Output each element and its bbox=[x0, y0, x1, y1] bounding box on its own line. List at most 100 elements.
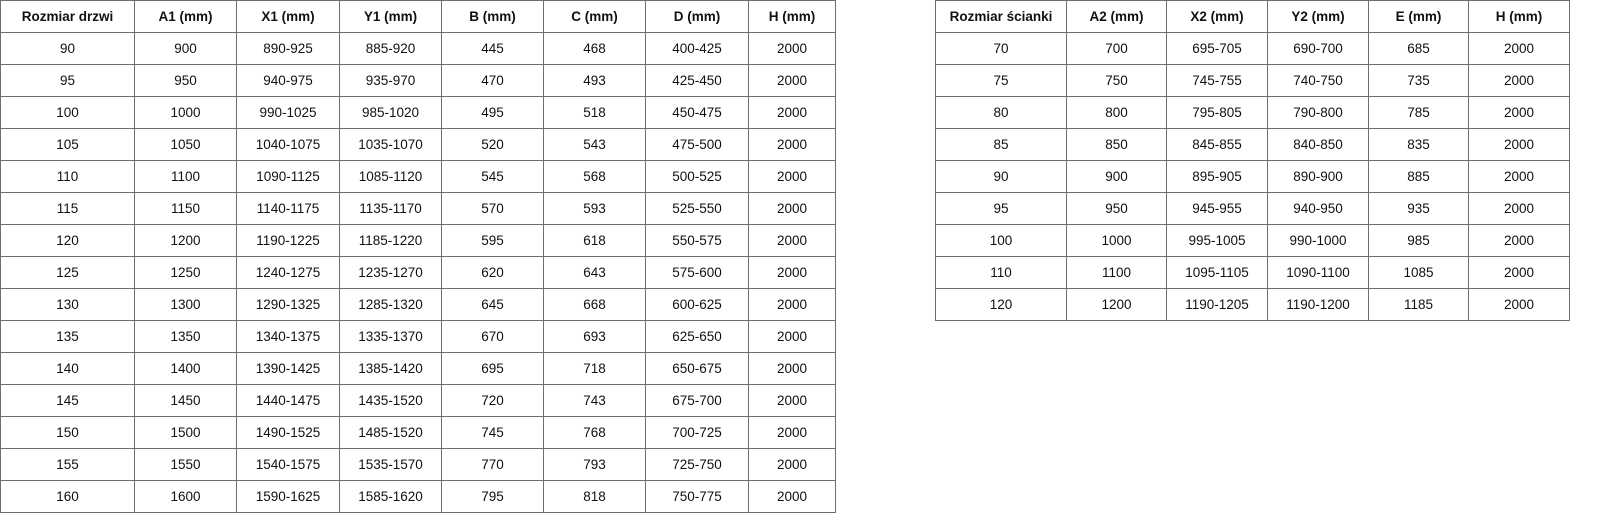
table-cell: 468 bbox=[543, 32, 646, 65]
table-cell: 743 bbox=[543, 384, 646, 417]
table-cell: 1035-1070 bbox=[339, 128, 442, 161]
table-cell: 2000 bbox=[748, 320, 836, 353]
table-cell: 695 bbox=[441, 352, 544, 385]
table-cell: 110 bbox=[0, 160, 135, 193]
table-cell: 518 bbox=[543, 96, 646, 129]
table-cell: 95 bbox=[935, 192, 1067, 225]
table-cell: 768 bbox=[543, 416, 646, 449]
table-cell: 470 bbox=[441, 64, 544, 97]
table-row: 95 950 945-955 940-950 935 2000 bbox=[935, 192, 1570, 225]
table-cell: 475-500 bbox=[645, 128, 749, 161]
table-row: 140 1400 1390-1425 1385-1420 695 718 650-675 20… bbox=[0, 352, 836, 385]
table-cell: 770 bbox=[441, 448, 544, 481]
table-cell: 985 bbox=[1368, 224, 1469, 257]
table-cell: 1435-1520 bbox=[339, 384, 442, 417]
table-cell: 1150 bbox=[134, 192, 237, 225]
table-cell: 2000 bbox=[748, 448, 836, 481]
table-row: 110 1100 1090-1125 1085-1120 545 568 500-525 20… bbox=[0, 160, 836, 193]
table-cell: 1095-1105 bbox=[1166, 256, 1268, 289]
column-header: H (mm) bbox=[748, 0, 836, 33]
table-cell: 1400 bbox=[134, 352, 237, 385]
table-cell: 845-855 bbox=[1166, 128, 1268, 161]
column-header: Rozmiar drzwi bbox=[0, 0, 135, 33]
table-cell: 2000 bbox=[748, 352, 836, 385]
table-cell: 593 bbox=[543, 192, 646, 225]
table-row: 160 1600 1590-1625 1585-1620 795 818 750-775 20… bbox=[0, 480, 836, 513]
table-cell: 543 bbox=[543, 128, 646, 161]
table-cell: 1000 bbox=[134, 96, 237, 129]
table-cell: 140 bbox=[0, 352, 135, 385]
table-cell: 1290-1325 bbox=[236, 288, 340, 321]
table-cell: 80 bbox=[935, 96, 1067, 129]
table-row: 75 750 745-755 740-750 735 2000 bbox=[935, 64, 1570, 97]
table-cell: 795-805 bbox=[1166, 96, 1268, 129]
table-cell: 570 bbox=[441, 192, 544, 225]
table-cell: 1100 bbox=[1066, 256, 1167, 289]
table-cell: 2000 bbox=[748, 256, 836, 289]
table-cell: 445 bbox=[441, 32, 544, 65]
table-cell: 735 bbox=[1368, 64, 1469, 97]
column-header: Y1 (mm) bbox=[339, 0, 442, 33]
column-header: A2 (mm) bbox=[1066, 0, 1167, 33]
table-row: 90 900 895-905 890-900 885 2000 bbox=[935, 160, 1570, 193]
table-cell: 750-775 bbox=[645, 480, 749, 513]
table-cell: 110 bbox=[935, 256, 1067, 289]
table-cell: 90 bbox=[935, 160, 1067, 193]
table-cell: 718 bbox=[543, 352, 646, 385]
table-cell: 115 bbox=[0, 192, 135, 225]
column-header: A1 (mm) bbox=[134, 0, 237, 33]
table-cell: 690-700 bbox=[1267, 32, 1369, 65]
table-cell: 1190-1200 bbox=[1267, 288, 1369, 321]
table-cell: 493 bbox=[543, 64, 646, 97]
column-header: Rozmiar ścianki bbox=[935, 0, 1067, 33]
table-row: 135 1350 1340-1375 1335-1370 670 693 625-650 20… bbox=[0, 320, 836, 353]
table-cell: 2000 bbox=[748, 64, 836, 97]
table-cell: 450-475 bbox=[645, 96, 749, 129]
table-row: 115 1150 1140-1175 1135-1170 570 593 525-550 20… bbox=[0, 192, 836, 225]
table-cell: 890-925 bbox=[236, 32, 340, 65]
table-cell: 1190-1225 bbox=[236, 224, 340, 257]
table-cell: 840-850 bbox=[1267, 128, 1369, 161]
table-cell: 130 bbox=[0, 288, 135, 321]
table-cell: 1590-1625 bbox=[236, 480, 340, 513]
table-cell: 793 bbox=[543, 448, 646, 481]
table-cell: 500-525 bbox=[645, 160, 749, 193]
column-header: Y2 (mm) bbox=[1267, 0, 1369, 33]
column-header: X2 (mm) bbox=[1166, 0, 1268, 33]
table-cell: 2000 bbox=[748, 160, 836, 193]
table-cell: 990-1000 bbox=[1267, 224, 1369, 257]
table-cell: 125 bbox=[0, 256, 135, 289]
table-cell: 545 bbox=[441, 160, 544, 193]
table-cell: 645 bbox=[441, 288, 544, 321]
table-cell: 595 bbox=[441, 224, 544, 257]
table-cell: 425-450 bbox=[645, 64, 749, 97]
table-cell: 1190-1205 bbox=[1166, 288, 1268, 321]
table-cell: 1500 bbox=[134, 416, 237, 449]
table-row: 155 1550 1540-1575 1535-1570 770 793 725-750 20… bbox=[0, 448, 836, 481]
table-row: 100 1000 990-1025 985-1020 495 518 450-475 2000 bbox=[0, 96, 836, 129]
table-cell: 1450 bbox=[134, 384, 237, 417]
table-cell: 990-1025 bbox=[236, 96, 340, 129]
door-size-table: Rozmiar drzwi A1 (mm) X1 (mm) Y1 (mm) B (mm)… bbox=[0, 0, 836, 513]
table-cell: 818 bbox=[543, 480, 646, 513]
table-cell: 400-425 bbox=[645, 32, 749, 65]
table-cell: 100 bbox=[0, 96, 135, 129]
table-cell: 720 bbox=[441, 384, 544, 417]
table-cell: 895-905 bbox=[1166, 160, 1268, 193]
table-cell: 835 bbox=[1368, 128, 1469, 161]
table-cell: 1140-1175 bbox=[236, 192, 340, 225]
table-cell: 2000 bbox=[1468, 160, 1570, 193]
header-row: Rozmiar drzwi A1 (mm) X1 (mm) Y1 (mm) B (mm)… bbox=[0, 0, 836, 33]
table-cell: 1185-1220 bbox=[339, 224, 442, 257]
table-cell: 2000 bbox=[1468, 96, 1570, 129]
table-cell: 550-575 bbox=[645, 224, 749, 257]
table-row: 100 1000 995-1005 990-1000 985 2000 bbox=[935, 224, 1570, 257]
table-cell: 1050 bbox=[134, 128, 237, 161]
table-cell: 1285-1320 bbox=[339, 288, 442, 321]
table-cell: 2000 bbox=[1468, 288, 1570, 321]
table-cell: 100 bbox=[935, 224, 1067, 257]
table-cell: 670 bbox=[441, 320, 544, 353]
table-cell: 525-550 bbox=[645, 192, 749, 225]
table-cell: 2000 bbox=[748, 416, 836, 449]
table-cell: 520 bbox=[441, 128, 544, 161]
